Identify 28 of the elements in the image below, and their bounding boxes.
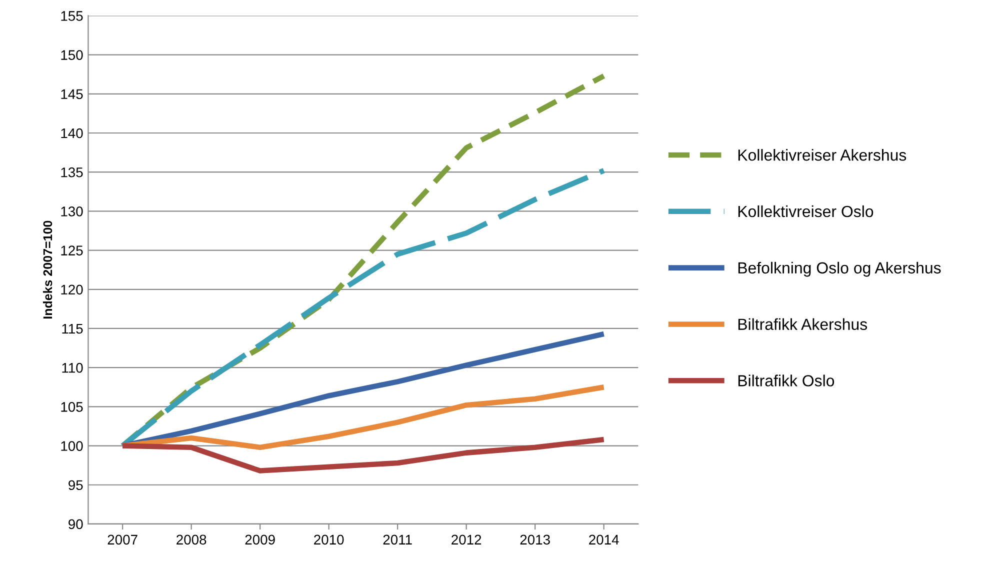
y-tick-label: 100 — [61, 441, 83, 451]
x-tick-label: 2008 — [176, 534, 206, 545]
y-tick-label: 135 — [61, 167, 83, 178]
x-tick-label: 2013 — [520, 534, 550, 545]
y-tick-label: 140 — [61, 128, 83, 138]
y-tick-label: 105 — [61, 402, 83, 412]
y-tick-label: 90 — [68, 519, 83, 530]
y-tick-label: 150 — [61, 50, 83, 60]
x-tick-label: 2009 — [245, 534, 275, 545]
y-tick-label: 145 — [61, 89, 83, 100]
legend-label: Biltrafikk Oslo — [738, 374, 834, 386]
y-tick-label: 110 — [62, 362, 83, 373]
y-tick-label: 155 — [61, 11, 83, 21]
x-tick-label: 2010 — [314, 534, 344, 545]
x-tick-label: 2014 — [589, 534, 619, 545]
legend-label: Biltrafikk Akershus — [738, 318, 868, 330]
y-tick-label: 125 — [61, 246, 83, 256]
legend-label: Kollektivreiser Oslo — [738, 205, 874, 218]
x-tick-label: 2007 — [108, 534, 138, 545]
y-tick-label: 115 — [62, 324, 83, 334]
y-tick-label: 130 — [61, 206, 83, 216]
x-tick-label: 2011 — [383, 534, 412, 545]
y-tick-label: 95 — [68, 480, 83, 490]
x-tick-label: 2012 — [452, 534, 482, 545]
legend-label: Kollektivreiser Akershus — [738, 149, 906, 161]
y-axis-title: Indeks 2007=100 — [42, 220, 52, 319]
legend-label: Befolkning Oslo og Akershus — [738, 262, 941, 277]
y-tick-label: 120 — [61, 284, 83, 295]
